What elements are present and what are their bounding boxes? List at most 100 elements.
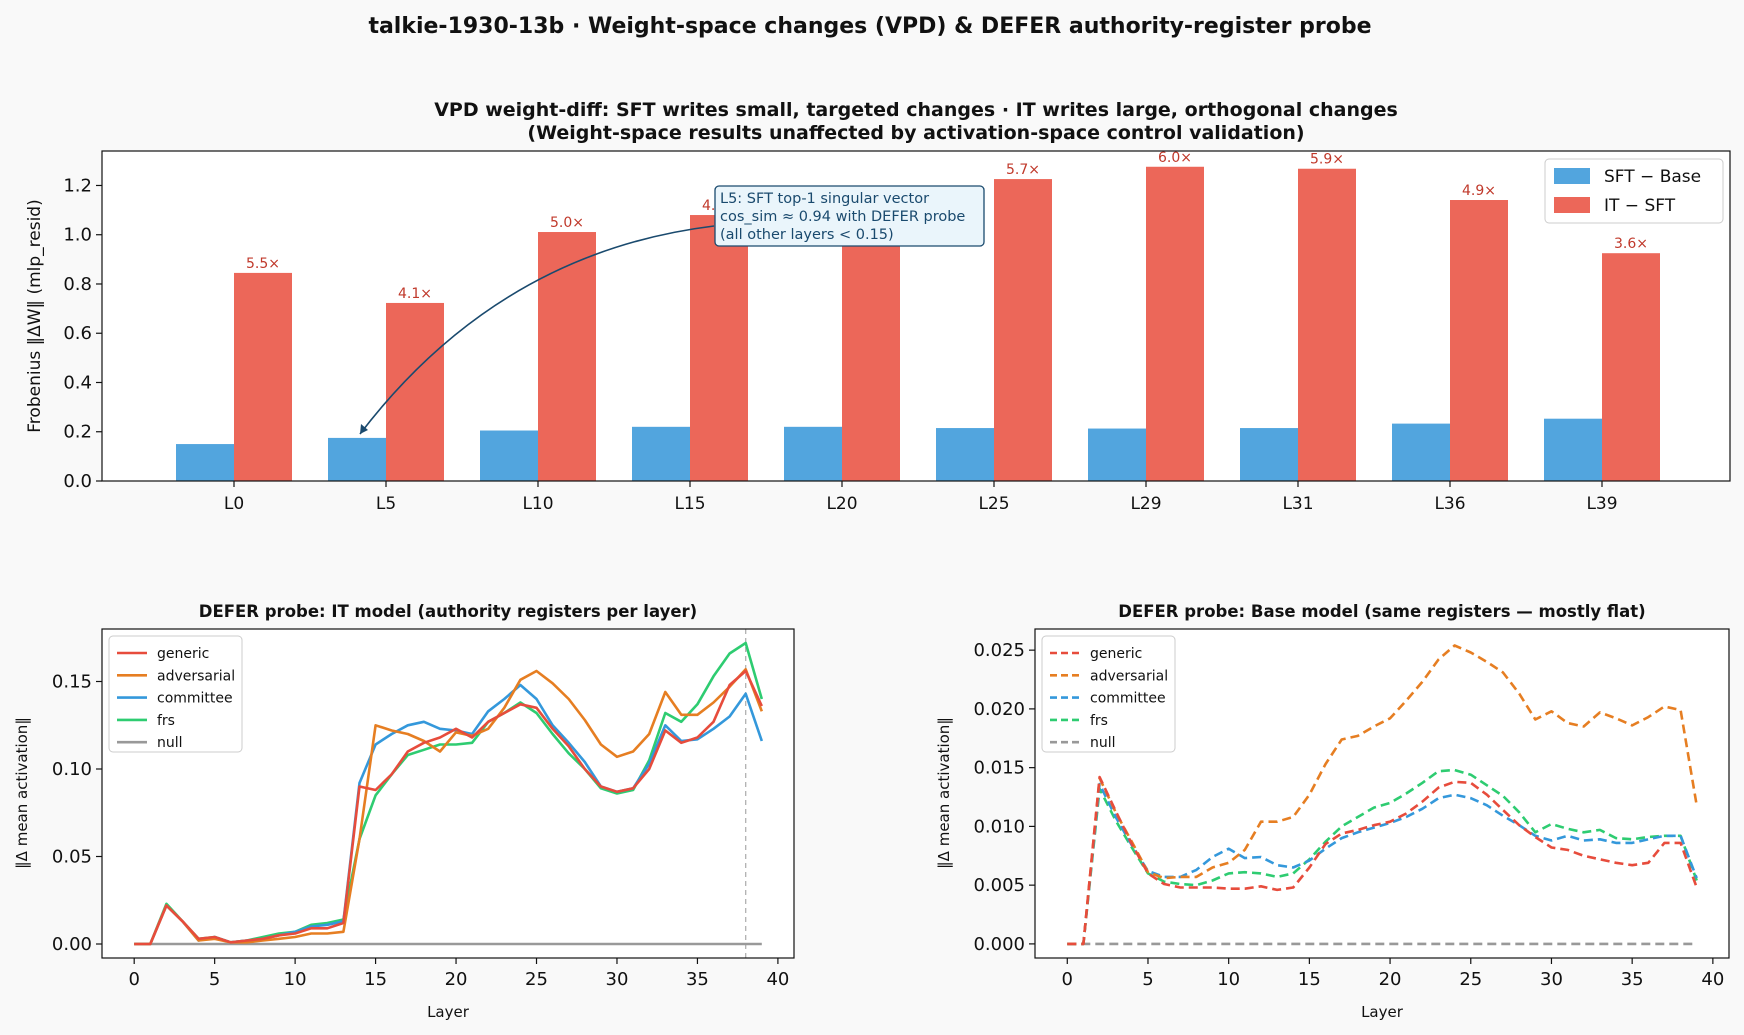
x-tick-label-l15: L15 xyxy=(674,494,705,514)
legend: generic adversarial committee frs null xyxy=(1041,635,1176,753)
x-tick-label: 0 xyxy=(1062,969,1073,990)
x-tick-label: 30 xyxy=(606,969,629,990)
y-tick-label: 0.05 xyxy=(52,847,92,868)
y-tick-label: 1.2 xyxy=(63,175,92,196)
legend-label-committee: committee xyxy=(1090,691,1166,707)
x-tick-label: 40 xyxy=(766,969,789,990)
bar-sft-base-l5 xyxy=(328,437,386,481)
legend: generic adversarial committee frs null xyxy=(108,635,243,753)
legend-box xyxy=(1041,635,1176,753)
ratio-label-l39: 3.6× xyxy=(1614,236,1648,252)
line-chart-it: DEFER probe: IT model (authority registe… xyxy=(13,602,795,1021)
legend-label-it-sft: IT − SFT xyxy=(1604,196,1676,216)
series-line-frs xyxy=(1067,768,1698,946)
y-tick-label: 0.000 xyxy=(973,934,1025,955)
x-tick-label: 35 xyxy=(1621,969,1644,990)
x-tick-label: 15 xyxy=(1298,969,1321,990)
chart-title: DEFER probe: IT model (authority registe… xyxy=(199,602,697,621)
arrow-head-icon xyxy=(360,424,368,434)
x-tick-label: 20 xyxy=(1379,969,1402,990)
legend-swatch-sft-base xyxy=(1554,168,1590,184)
plot-frame xyxy=(101,150,1731,482)
series-line-generic xyxy=(134,669,763,946)
x-tick-label: 30 xyxy=(1540,969,1563,990)
y-tick-label: 0.015 xyxy=(973,758,1025,779)
bar-it-sft-l29 xyxy=(1146,166,1204,481)
bar-it-sft-l25 xyxy=(994,179,1052,481)
bar-sft-base-l29 xyxy=(1088,428,1146,481)
legend: SFT − Base IT − SFT xyxy=(1544,158,1724,224)
x-axis-label: Layer xyxy=(427,1003,470,1021)
x-tick-label: 5 xyxy=(1142,969,1153,990)
y-tick-label: 0.4 xyxy=(63,372,92,393)
ratio-label-l5: 4.1× xyxy=(398,286,432,302)
ratio-label-l10: 5.0× xyxy=(550,215,584,231)
bar-sft-base-l31 xyxy=(1240,428,1298,481)
y-tick-label: 0.0 xyxy=(63,471,92,492)
ratio-label-l36: 4.9× xyxy=(1462,183,1496,199)
y-tick-label: 1.0 xyxy=(63,225,92,246)
legend-label-sft-base: SFT − Base xyxy=(1604,167,1701,187)
legend-label-null: null xyxy=(157,735,183,751)
series-line-adversarial xyxy=(1067,644,1698,946)
x-tick-label: 5 xyxy=(209,969,220,990)
bar-it-sft-l31 xyxy=(1298,168,1356,482)
bar-sft-base-l15 xyxy=(632,426,690,481)
bar-it-sft-l15 xyxy=(690,215,748,481)
y-axis-label: Frobenius ‖ΔW‖ (mlp_resid) xyxy=(25,199,45,432)
bar-sft-base-l36 xyxy=(1392,423,1450,481)
ratio-label-l25: 5.7× xyxy=(1006,162,1040,178)
y-tick-label: 0.020 xyxy=(973,699,1025,720)
annotation-box xyxy=(714,185,985,247)
x-tick-label: 10 xyxy=(284,969,307,990)
legend-box xyxy=(108,635,243,753)
y-tick-label: 0.15 xyxy=(52,672,92,693)
ratio-label-l29: 6.0× xyxy=(1158,150,1192,166)
bar-sft-base-l20 xyxy=(784,426,842,481)
x-tick-label-l29: L29 xyxy=(1130,494,1161,514)
x-tick-label-l0: L0 xyxy=(224,494,244,514)
bar-chart-vpd: VPD weight-diff: SFT writes small, targe… xyxy=(25,99,1731,514)
series-line-generic xyxy=(1067,775,1698,946)
y-tick-label: 0.010 xyxy=(973,816,1025,837)
line-chart-base: DEFER probe: Base model (same registers … xyxy=(935,602,1730,1021)
x-tick-label: 20 xyxy=(445,969,468,990)
bar-it-sft-l10 xyxy=(538,232,596,481)
legend-label-frs: frs xyxy=(1090,713,1108,729)
y-tick-label: 0.00 xyxy=(52,934,92,955)
y-tick-label: 0.005 xyxy=(973,875,1025,896)
bar-it-sft-l20 xyxy=(842,205,900,481)
y-tick-label: 0.8 xyxy=(63,274,92,295)
y-tick-label: 0.025 xyxy=(973,640,1025,661)
legend-swatch-it-sft xyxy=(1554,197,1590,213)
x-tick-label: 25 xyxy=(1459,969,1482,990)
legend-label-null: null xyxy=(1090,735,1116,751)
annotation-line-2: cos_sim ≈ 0.94 with DEFER probe xyxy=(720,209,965,225)
chart-title: VPD weight-diff: SFT writes small, targe… xyxy=(434,99,1398,121)
bar-sft-base-l39 xyxy=(1544,418,1602,481)
x-tick-label: 15 xyxy=(364,969,387,990)
ratio-label-l0: 5.5× xyxy=(246,256,280,272)
figure-title: talkie-1930-13b · Weight-space changes (… xyxy=(368,14,1371,39)
x-tick-label: 25 xyxy=(525,969,548,990)
y-axis-label: ‖Δ mean activation‖ xyxy=(13,717,31,869)
x-axis-label: Layer xyxy=(1361,1003,1404,1021)
y-tick-label: 0.10 xyxy=(52,759,92,780)
chart-subtitle: (Weight-space results unaffected by acti… xyxy=(527,122,1304,144)
annotation-arrow xyxy=(359,225,715,435)
legend-label-committee: committee xyxy=(157,691,233,707)
x-tick-label-l39: L39 xyxy=(1586,494,1617,514)
x-tick-label: 40 xyxy=(1701,969,1724,990)
bar-sft-base-l0 xyxy=(176,444,234,481)
y-tick-label: 0.6 xyxy=(63,323,92,344)
plot-frame xyxy=(101,628,795,959)
annotation-l5: L5: SFT top-1 singular vector cos_sim ≈ … xyxy=(359,185,985,435)
plot-frame xyxy=(1034,628,1730,959)
legend-label-generic: generic xyxy=(157,646,209,662)
ratio-label-l31: 5.9× xyxy=(1310,152,1344,168)
y-axis-label: ‖Δ mean activation‖ xyxy=(935,717,953,869)
x-tick-label-l20: L20 xyxy=(826,494,857,514)
x-tick-label-l31: L31 xyxy=(1282,494,1313,514)
chart-title: DEFER probe: Base model (same registers … xyxy=(1118,602,1645,621)
